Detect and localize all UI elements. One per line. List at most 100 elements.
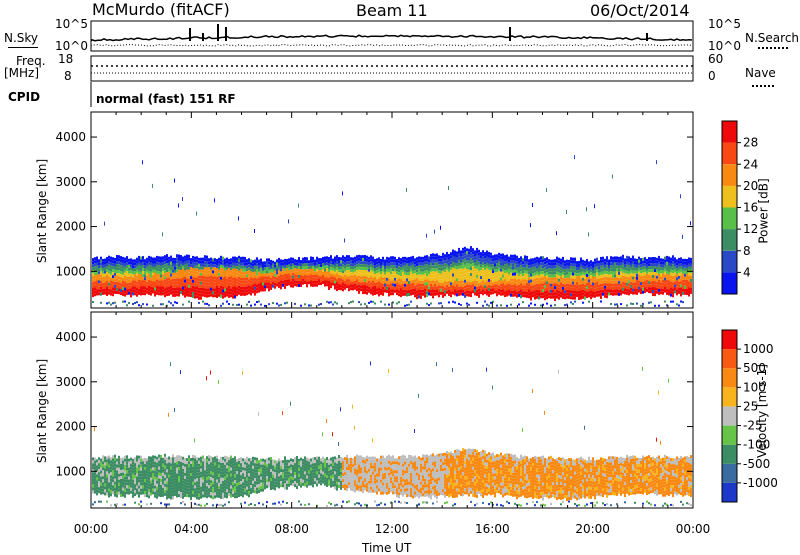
range-gate-cell [500,260,502,263]
range-gate-cell [282,266,284,269]
range-gate-cell [348,282,350,285]
range-gate-cell [584,297,586,300]
range-gate-cell [440,268,442,271]
range-gate-cell [136,279,138,282]
range-gate-cell [540,271,542,274]
range-gate-cell [362,267,364,270]
range-gate-cell [108,283,110,286]
range-gate-cell [144,292,146,295]
range-gate-cell [590,272,592,275]
range-gate-cell [188,491,190,494]
range-gate-cell [490,256,492,259]
range-gate-cell [374,277,376,280]
range-gate-cell [650,272,652,275]
range-gate-cell [200,496,202,499]
range-gate-cell [216,283,218,286]
range-gate-cell [130,473,132,476]
range-gate-cell [156,286,158,289]
range-gate-cell [238,274,240,277]
range-gate-cell [462,284,464,287]
range-gate-cell [226,264,228,267]
near-range-echo [676,303,678,305]
range-gate-cell [376,270,378,273]
range-gate-cell [488,276,490,279]
range-gate-cell [632,283,634,286]
range-gate-cell [628,292,630,295]
range-gate-cell [598,279,600,282]
range-gate-cell [132,489,134,492]
range-gate-cell [644,263,646,266]
range-gate-cell [220,457,222,460]
range-gate-cell [464,277,466,280]
range-gate-cell [234,263,236,266]
range-gate-cell [596,273,598,276]
range-gate-cell [196,283,198,286]
range-gate-cell [210,495,212,498]
range-gate-cell [296,275,298,278]
range-gate-cell [564,293,566,296]
range-gate-cell [250,271,252,274]
range-gate-cell [422,263,424,266]
range-gate-cell [640,276,642,279]
range-gate-cell [536,263,538,266]
range-gate-cell [508,260,510,263]
range-gate-cell [578,267,580,270]
range-gate-cell [614,292,616,295]
range-gate-cell [190,482,192,485]
range-gate-cell [142,458,144,461]
range-gate-cell [632,289,634,292]
range-gate-cell [264,270,266,273]
range-gate-cell [186,494,188,497]
range-gate-cell [208,482,210,485]
range-gate-cell [148,480,150,483]
range-gate-cell [452,265,454,268]
range-gate-cell [274,271,276,274]
range-gate-cell [200,457,202,460]
range-gate-cell [174,270,176,273]
range-gate-cell [176,471,178,474]
range-gate-cell [404,290,406,293]
range-gate-cell [604,292,606,295]
range-gate-cell [234,281,236,284]
range-gate-cell [404,281,406,284]
range-gate-cell [538,288,540,291]
range-gate-cell [184,292,186,295]
near-range-echo [332,304,334,306]
range-gate-cell [190,476,192,479]
range-gate-cell [526,289,528,292]
range-gate-cell [106,492,108,495]
range-gate-cell [638,278,640,281]
range-gate-cell [170,469,172,472]
range-gate-cell [624,264,626,267]
range-gate-cell [110,487,112,490]
range-gate-cell [496,266,498,269]
range-gate-cell [172,261,174,264]
range-gate-cell [654,257,656,260]
range-gate-cell [508,257,510,260]
near-range-echo [488,305,490,307]
range-gate-cell [616,265,618,268]
range-gate-cell [244,260,246,263]
range-gate-cell [232,269,234,272]
range-gate-cell [164,466,166,469]
range-gate-cell [266,270,268,273]
range-gate-cell [92,478,94,481]
range-gate-cell [414,291,416,294]
range-gate-cell [302,279,304,282]
range-gate-cell [430,260,432,263]
range-gate-cell [276,274,278,277]
range-gate-cell [146,270,148,273]
range-gate-cell [316,281,318,284]
range-gate-cell [358,270,360,273]
range-gate-cell [566,296,568,299]
range-gate-cell [550,278,552,281]
range-gate-cell [618,275,620,278]
range-gate-cell [630,279,632,282]
range-gate-cell [682,268,684,271]
near-range-echo [388,304,390,306]
range-gate-cell [650,281,652,284]
range-gate-cell [128,459,130,462]
range-gate-cell [458,263,460,266]
range-gate-cell [686,268,688,271]
range-gate-cell [346,270,348,273]
